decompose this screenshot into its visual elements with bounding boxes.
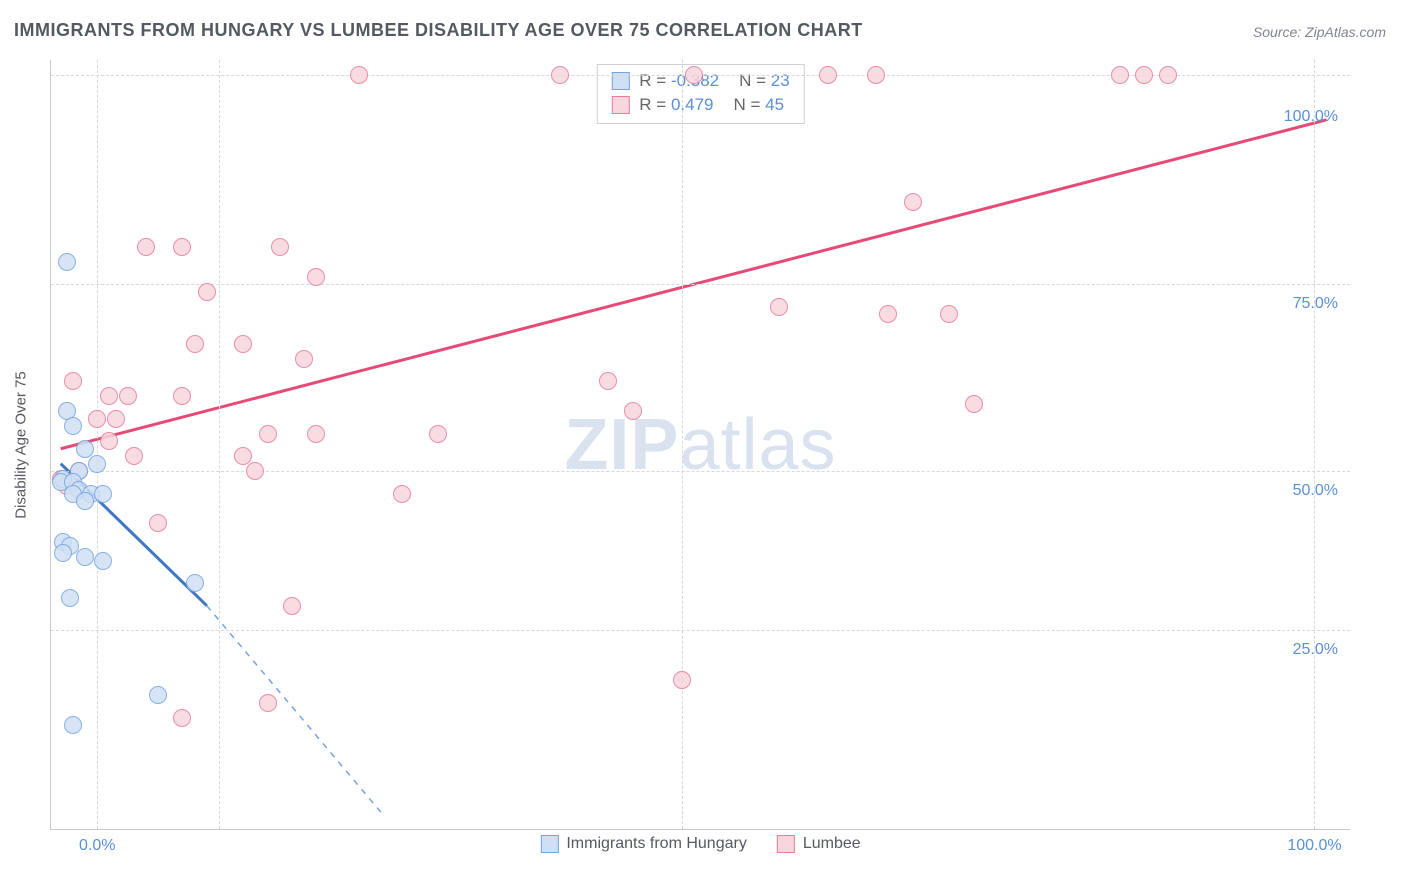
stat-n-b: N = 45 bbox=[733, 93, 784, 117]
gridline-h bbox=[51, 284, 1350, 285]
datapoint-b bbox=[904, 193, 922, 211]
datapoint-b bbox=[295, 350, 313, 368]
source-attribution: Source: ZipAtlas.com bbox=[1253, 24, 1386, 40]
datapoint-b bbox=[100, 432, 118, 450]
chart-container: IMMIGRANTS FROM HUNGARY VS LUMBEE DISABI… bbox=[0, 0, 1406, 892]
datapoint-b bbox=[1159, 66, 1177, 84]
trend-lines-layer bbox=[51, 60, 1350, 829]
datapoint-b bbox=[283, 597, 301, 615]
legend-label-b: Lumbee bbox=[803, 835, 861, 853]
datapoint-b bbox=[259, 425, 277, 443]
datapoint-b bbox=[173, 238, 191, 256]
datapoint-b bbox=[64, 372, 82, 390]
watermark-zip: ZIP bbox=[564, 405, 679, 485]
datapoint-b bbox=[88, 410, 106, 428]
datapoint-b bbox=[173, 387, 191, 405]
datapoint-b bbox=[234, 335, 252, 353]
y-tick-label: 75.0% bbox=[1293, 295, 1338, 313]
datapoint-a bbox=[61, 589, 79, 607]
datapoint-b bbox=[429, 425, 447, 443]
datapoint-a bbox=[149, 686, 167, 704]
datapoint-b bbox=[246, 462, 264, 480]
gridline-v bbox=[1314, 60, 1315, 829]
datapoint-b bbox=[173, 709, 191, 727]
datapoint-b bbox=[940, 305, 958, 323]
datapoint-b bbox=[819, 66, 837, 84]
datapoint-b bbox=[137, 238, 155, 256]
legend-item-b: Lumbee bbox=[777, 835, 861, 853]
datapoint-b bbox=[259, 694, 277, 712]
datapoint-a bbox=[54, 544, 72, 562]
datapoint-b bbox=[198, 283, 216, 301]
legend-swatch-a bbox=[540, 835, 558, 853]
datapoint-b bbox=[149, 514, 167, 532]
datapoint-b bbox=[599, 372, 617, 390]
x-tick-label: 100.0% bbox=[1287, 837, 1341, 855]
y-tick-label: 25.0% bbox=[1293, 641, 1338, 659]
datapoint-b bbox=[234, 447, 252, 465]
datapoint-a bbox=[76, 440, 94, 458]
legend-item-a: Immigrants from Hungary bbox=[540, 835, 747, 853]
datapoint-a bbox=[76, 492, 94, 510]
stat-r-b: R = 0.479 bbox=[639, 93, 713, 117]
datapoint-b bbox=[965, 395, 983, 413]
datapoint-b bbox=[673, 671, 691, 689]
datapoint-a bbox=[76, 548, 94, 566]
datapoint-b bbox=[879, 305, 897, 323]
datapoint-a bbox=[58, 253, 76, 271]
datapoint-b bbox=[393, 485, 411, 503]
datapoint-a bbox=[94, 485, 112, 503]
datapoint-a bbox=[88, 455, 106, 473]
legend-swatch-b bbox=[777, 835, 795, 853]
datapoint-b bbox=[307, 425, 325, 443]
gridline-v bbox=[219, 60, 220, 829]
stats-row-b: R = 0.479 N = 45 bbox=[611, 93, 789, 117]
y-tick-label: 50.0% bbox=[1293, 482, 1338, 500]
stat-n-a: N = 23 bbox=[739, 69, 790, 93]
datapoint-b bbox=[867, 66, 885, 84]
gridline-v bbox=[682, 60, 683, 829]
trend-line-a-dash bbox=[207, 606, 383, 815]
datapoint-a bbox=[64, 417, 82, 435]
datapoint-b bbox=[770, 298, 788, 316]
y-tick-label: 100.0% bbox=[1284, 108, 1338, 126]
datapoint-a bbox=[64, 716, 82, 734]
plot-area: Disability Age Over 75 ZIPatlas R = -0.3… bbox=[50, 60, 1350, 830]
datapoint-b bbox=[119, 387, 137, 405]
datapoint-a bbox=[186, 574, 204, 592]
y-axis-title: Disability Age Over 75 bbox=[13, 371, 30, 519]
datapoint-b bbox=[307, 268, 325, 286]
datapoint-b bbox=[350, 66, 368, 84]
datapoint-b bbox=[551, 66, 569, 84]
datapoint-a bbox=[94, 552, 112, 570]
datapoint-b bbox=[685, 66, 703, 84]
chart-title: IMMIGRANTS FROM HUNGARY VS LUMBEE DISABI… bbox=[14, 20, 863, 41]
gridline-v bbox=[97, 60, 98, 829]
watermark: ZIPatlas bbox=[564, 404, 836, 486]
datapoint-b bbox=[271, 238, 289, 256]
datapoint-b bbox=[624, 402, 642, 420]
datapoint-b bbox=[107, 410, 125, 428]
legend-label-a: Immigrants from Hungary bbox=[566, 835, 747, 853]
bottom-legend: Immigrants from Hungary Lumbee bbox=[540, 835, 860, 853]
watermark-atlas: atlas bbox=[679, 405, 836, 485]
datapoint-b bbox=[1111, 66, 1129, 84]
gridline-h bbox=[51, 630, 1350, 631]
datapoint-b bbox=[1135, 66, 1153, 84]
x-tick-label: 0.0% bbox=[79, 837, 115, 855]
datapoint-b bbox=[186, 335, 204, 353]
datapoint-b bbox=[100, 387, 118, 405]
stat-r-a: R = -0.382 bbox=[639, 69, 719, 93]
datapoint-b bbox=[125, 447, 143, 465]
swatch-b bbox=[611, 96, 629, 114]
